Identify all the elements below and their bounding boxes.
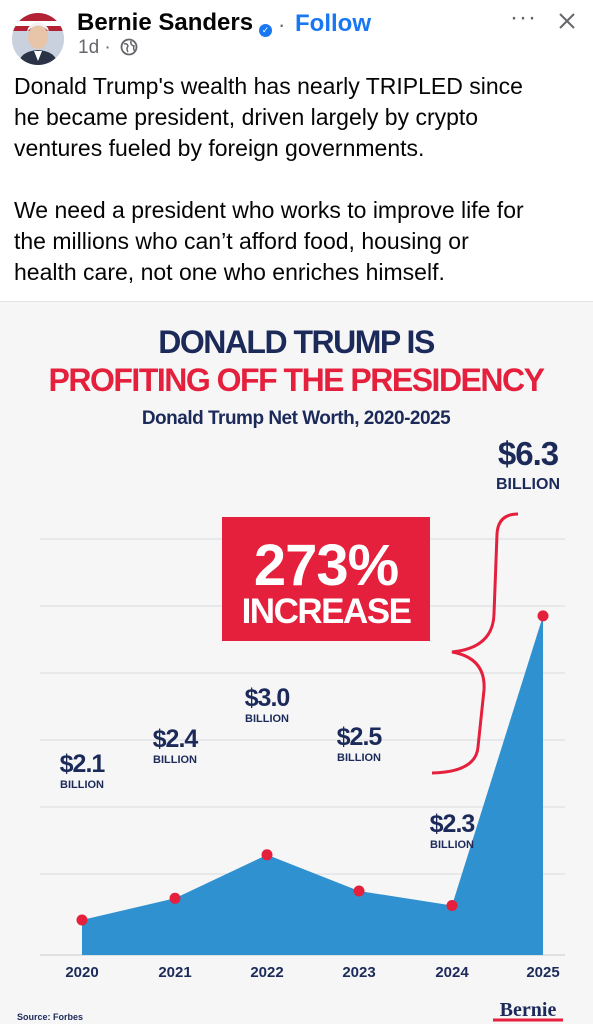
x-tick-label: 2024: [435, 964, 469, 981]
brace-icon: [431, 512, 519, 775]
bernie-logo: Bernie: [500, 999, 557, 1021]
globe-icon: [120, 38, 138, 56]
post-text: Donald Trump's wealth has nearly TRIPLED…: [14, 71, 584, 288]
x-axis: 2020 2021 2022 2023 2024 2025: [65, 964, 559, 981]
post-line: he became president, driven largely by c…: [14, 104, 479, 130]
source-note: Source: Forbes: [17, 1012, 83, 1022]
avatar[interactable]: [12, 13, 64, 65]
author-name[interactable]: Bernie Sanders: [77, 9, 254, 36]
headline-line-2: PROFITING OFF THE PRESIDENCY: [49, 362, 545, 398]
value-unit-label: BILLION: [337, 752, 381, 764]
net-worth-area: [82, 615, 543, 955]
x-tick-label: 2023: [342, 964, 375, 981]
x-tick-label: 2021: [158, 964, 191, 981]
net-worth-chart: DONALD TRUMP IS PROFITING OFF THE PRESID…: [17, 324, 565, 1022]
x-tick-label: 2022: [250, 964, 283, 981]
value-unit-label: BILLION: [430, 839, 474, 851]
data-point: [446, 900, 458, 911]
data-point: [537, 610, 549, 622]
follow-button[interactable]: Follow: [295, 10, 371, 37]
verified-badge-icon: ✓: [259, 24, 272, 37]
post-line: Donald Trump's wealth has nearly TRIPLED…: [14, 73, 523, 99]
close-button[interactable]: [556, 10, 578, 32]
value-label: $6.3: [498, 435, 559, 472]
increase-word: INCREASE: [242, 592, 411, 631]
data-point: [76, 914, 88, 926]
post-line: the millions who can’t afford food, hous…: [14, 228, 469, 254]
data-point: [261, 849, 273, 861]
value-unit-label: BILLION: [153, 754, 197, 766]
post-image[interactable]: DONALD TRUMP IS PROFITING OFF THE PRESID…: [0, 301, 593, 1024]
chart-subtitle: Donald Trump Net Worth, 2020-2025: [142, 408, 451, 429]
close-icon: [559, 13, 575, 29]
increase-percent: 273%: [254, 533, 399, 598]
data-point: [353, 885, 365, 897]
value-label: $2.1: [60, 750, 106, 778]
value-label: $2.4: [153, 725, 199, 753]
data-points: [76, 610, 549, 926]
value-label: $3.0: [245, 684, 290, 712]
increase-callout-box: [222, 517, 430, 641]
data-point: [169, 892, 181, 904]
value-labels: $2.1BILLION$2.4BILLION$3.0BILLION$2.5BIL…: [60, 435, 560, 851]
post-line: health care, not one who enriches himsel…: [14, 259, 445, 285]
x-tick-label: 2025: [526, 964, 559, 981]
post-line: ventures fueled by foreign governments.: [14, 135, 425, 161]
more-options-button[interactable]: ···: [510, 4, 537, 31]
post-header: Bernie Sanders ✓ · Follow 1d · ···: [0, 0, 593, 66]
value-unit-label: BILLION: [245, 713, 289, 725]
post-line: We need a president who works to improve…: [14, 197, 524, 223]
value-label: $2.3: [430, 810, 475, 838]
post-timestamp[interactable]: 1d ·: [78, 37, 111, 58]
value-unit-label: BILLION: [60, 779, 104, 791]
value-label: $2.5: [337, 723, 383, 751]
x-tick-label: 2020: [65, 964, 98, 981]
separator-dot: ·: [278, 12, 286, 37]
headline-line-1: DONALD TRUMP IS: [158, 324, 435, 360]
value-unit-label: BILLION: [496, 476, 560, 493]
